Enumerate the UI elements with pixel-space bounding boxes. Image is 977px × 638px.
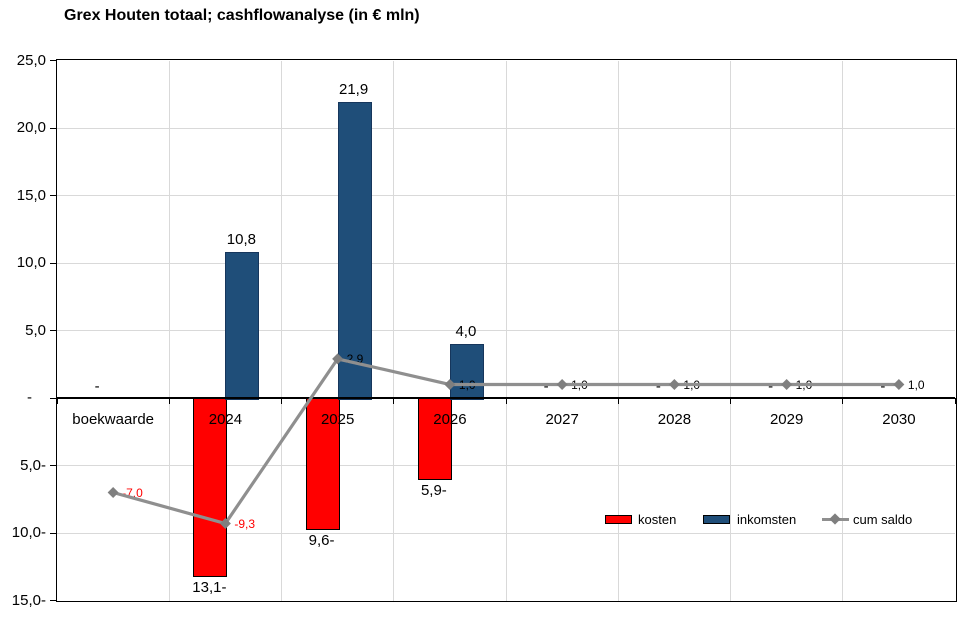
legend: kosten inkomsten cum saldo — [595, 511, 945, 529]
inkomsten-bar — [337, 102, 372, 400]
inkomsten-legend-label: inkomsten — [737, 512, 797, 527]
x-axis-tick — [954, 398, 956, 404]
x-axis-tick — [617, 398, 619, 404]
y-tick-label: 5,0- — [20, 456, 46, 474]
y-tick-label: 15,0 — [16, 186, 46, 204]
cum-saldo-data-label: -7,0 — [122, 485, 143, 500]
y-axis-tick — [50, 600, 57, 601]
inkomsten-data-label: 4,0 — [455, 323, 477, 340]
y-tick-label: 10,0- — [11, 524, 46, 541]
cum-saldo-data-label: 1,0 — [571, 377, 588, 392]
inkomsten-legend-swatch — [703, 515, 730, 524]
y-axis-tick — [50, 330, 57, 331]
x-category-label: 2027 — [545, 411, 579, 428]
x-axis-tick — [56, 398, 58, 404]
chart-title: Grex Houten totaal; cashflowanalyse (in … — [64, 7, 420, 24]
x-axis-tick — [393, 398, 395, 404]
y-axis-tick — [50, 127, 57, 129]
kosten-data-label: 9,6- — [308, 531, 335, 549]
y-axis-tick — [50, 465, 57, 466]
y-tick-label: 5,0 — [25, 321, 46, 339]
y-tick-label: - — [27, 389, 32, 406]
y-axis-tick — [50, 262, 57, 264]
cum-saldo-data-label: 2,9 — [346, 351, 364, 366]
kosten-data-label: 5,9- — [420, 481, 447, 499]
x-category-label: 2030 — [882, 411, 916, 428]
x-axis-tick — [505, 398, 507, 404]
y-tick-label: 25,0 — [16, 51, 46, 69]
v-gridline — [168, 60, 170, 601]
x-category-label: 2024 — [208, 411, 243, 428]
v-gridline — [393, 60, 395, 601]
v-gridline — [281, 60, 282, 601]
kosten-data-label: - — [94, 378, 100, 395]
inkomsten-data-label: 10,8 — [226, 231, 256, 249]
kosten-legend-swatch — [605, 515, 632, 524]
x-axis-tick — [730, 398, 731, 404]
cum-saldo-legend-marker-icon — [829, 513, 841, 525]
cum-saldo-data-label: 1,0 — [683, 377, 701, 392]
x-category-label: boekwaarde — [72, 411, 155, 428]
x-axis-tick — [168, 398, 170, 404]
v-gridline — [730, 60, 731, 601]
cum-saldo-data-label: 1,0 — [907, 377, 925, 392]
cum-saldo-data-label: 1,0 — [795, 377, 813, 392]
y-axis-tick — [50, 532, 57, 534]
x-category-label: 2025 — [320, 411, 355, 428]
y-tick-label: 20,0 — [16, 119, 46, 136]
x-axis-tick — [842, 398, 844, 404]
y-axis-tick — [50, 195, 57, 196]
x-axis-tick — [281, 398, 282, 404]
y-axis-tick — [50, 397, 57, 399]
x-category-label: 2026 — [433, 411, 467, 428]
y-tick-label: 10,0 — [16, 254, 46, 271]
cum-saldo-legend-label: cum saldo — [853, 512, 913, 527]
inkomsten-data-label: 21,9 — [338, 81, 369, 99]
v-gridline — [505, 60, 507, 601]
cum-saldo-data-label: -9,3 — [234, 516, 256, 531]
cum-saldo-data-label: 1,0 — [458, 377, 476, 392]
kosten-data-label: 13,1- — [192, 578, 227, 596]
v-gridline — [842, 60, 844, 601]
v-gridline — [617, 60, 619, 601]
y-tick-label: 15,0- — [11, 591, 46, 609]
kosten-legend-label: kosten — [638, 512, 677, 527]
x-category-label: 2028 — [657, 411, 692, 428]
y-axis-tick — [50, 60, 57, 61]
x-category-label: 2029 — [769, 411, 804, 428]
